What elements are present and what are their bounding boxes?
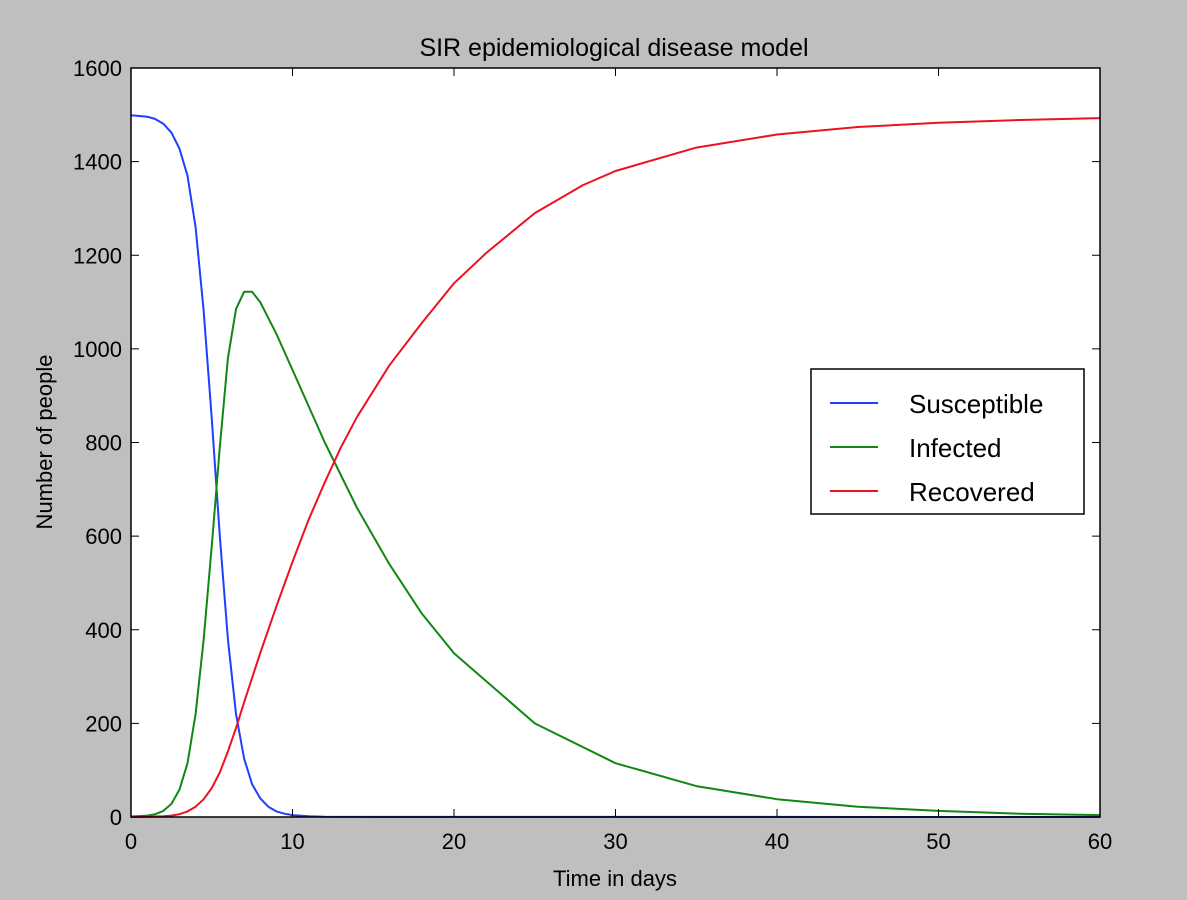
- x-axis-label: Time in days: [553, 866, 677, 891]
- series-line-recovered: [130, 117, 1101, 818]
- x-tick-label-40: 40: [765, 829, 789, 854]
- x-tick-label-30: 30: [603, 829, 627, 854]
- x-tick-label-50: 50: [926, 829, 950, 854]
- legend-box: [810, 368, 1085, 515]
- series-line-susceptible: [130, 114, 1101, 818]
- x-tick-label-0: 0: [125, 829, 137, 854]
- y-axis-label: Number of people: [32, 355, 57, 530]
- legend: Susceptible Infected Recovered: [810, 368, 1085, 515]
- legend-label-infected: Infected: [909, 433, 1002, 463]
- x-tick-label-60: 60: [1088, 829, 1112, 854]
- series-line-infected: [130, 290, 1101, 818]
- y-tick-label-1200: 1200: [73, 243, 122, 268]
- series-layer: [130, 114, 1101, 818]
- chart-title: SIR epidemiological disease model: [419, 34, 808, 62]
- y-tick-label-800: 800: [85, 431, 122, 456]
- y-tick-label-1000: 1000: [73, 337, 122, 362]
- y-tick-label-0: 0: [110, 805, 122, 830]
- legend-label-susceptible: Susceptible: [909, 389, 1043, 419]
- y-tick-label-1600: 1600: [73, 56, 122, 81]
- y-tick-label-600: 600: [85, 524, 122, 549]
- y-tick-label-400: 400: [85, 618, 122, 643]
- ticks-layer: 0 10 20 30 40 50 60020040060080010001200140016…: [73, 56, 1112, 854]
- y-tick-label-200: 200: [85, 711, 122, 736]
- legend-label-recovered: Recovered: [909, 477, 1035, 507]
- y-tick-label-1400: 1400: [73, 150, 122, 175]
- x-tick-label-10: 10: [280, 829, 304, 854]
- x-tick-label-20: 20: [442, 829, 466, 854]
